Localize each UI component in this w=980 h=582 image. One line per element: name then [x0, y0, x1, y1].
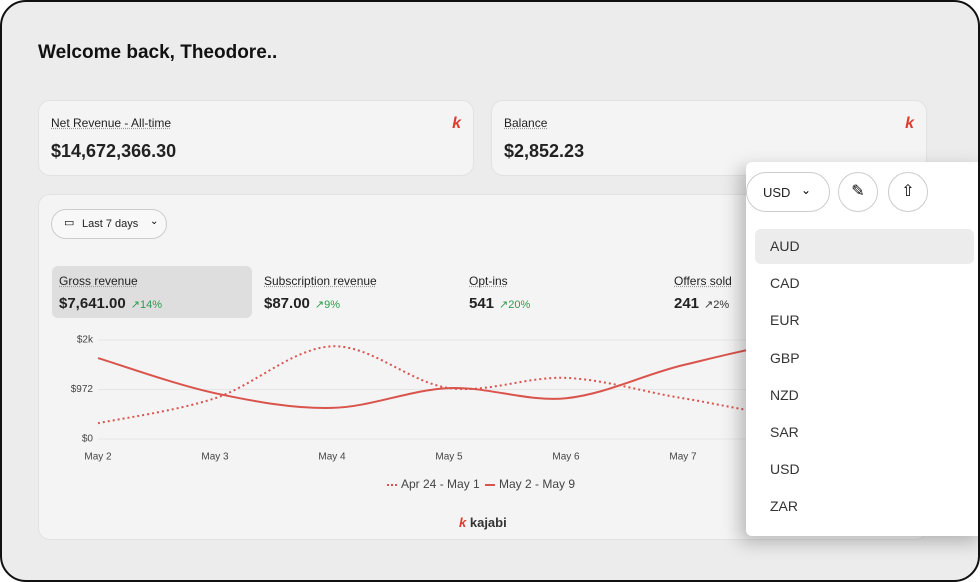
metric-value: 541	[469, 295, 495, 312]
y-tick-label: $0	[82, 434, 94, 445]
metric-label: Offers sold	[674, 274, 732, 288]
x-tick-label: May 3	[201, 452, 229, 463]
currency-option[interactable]: GBP	[770, 349, 800, 366]
date-range-label: Last 7 days	[82, 218, 139, 230]
selected-metric-bg	[52, 266, 252, 318]
logo-icon: k	[452, 115, 461, 132]
metric-value: $7,641.00	[59, 295, 126, 312]
card-label: Net Revenue - All-time	[51, 116, 172, 130]
brand-name: kajabi	[469, 515, 507, 530]
y-tick-label: $972	[71, 384, 94, 395]
metric-row: $7,641.00 ↗14%	[59, 295, 162, 313]
x-tick-label: May 7	[669, 452, 697, 463]
metric-label: Subscription revenue	[264, 274, 377, 288]
currency-option[interactable]: NZD	[770, 386, 799, 403]
metric-label: Opt-ins	[469, 274, 508, 288]
card-value: $14,672,366.30	[51, 141, 177, 161]
revenue-card: Net Revenue - All-time $14,672,366.30 k	[38, 100, 474, 176]
currency-option[interactable]: ZAR	[770, 498, 798, 515]
export-button[interactable]: ⇧	[888, 172, 928, 212]
metric-value: $87.00	[264, 295, 310, 312]
date-range-button[interactable]: Last 7 days ▭ ⌄	[51, 209, 167, 239]
option-highlight	[755, 229, 974, 264]
metric-change: 2%	[713, 299, 730, 311]
trend-icon: ↗	[499, 299, 509, 311]
trend-icon: ↗	[130, 299, 140, 311]
trend-icon: ↗	[704, 299, 714, 311]
legend-label: Apr 24 - May 1	[401, 477, 480, 491]
metric-row: 241 ↗2%	[674, 295, 729, 313]
welcome-title: Welcome back, Theodore..	[38, 42, 278, 63]
metric-label: Gross revenue	[59, 274, 138, 288]
metric-row: 541 ↗20%	[469, 295, 530, 313]
y-tick-label: $2k	[77, 335, 94, 346]
x-tick-label: May 5	[435, 452, 463, 463]
x-tick-label: May 2	[84, 452, 112, 463]
brand: k kajabi	[459, 515, 507, 530]
x-tick-label: May 4	[318, 452, 346, 463]
currency-option[interactable]: USD	[770, 461, 800, 478]
card-value: $2,852.23	[504, 141, 585, 161]
metric-row: $87.00 ↗9%	[264, 295, 340, 313]
currency-option[interactable]: EUR	[770, 312, 800, 329]
trend-icon: ↗	[314, 299, 325, 311]
currency-selected: USD	[763, 185, 791, 200]
calendar-icon: ▭	[64, 217, 75, 229]
metric-value: 241	[674, 295, 700, 312]
legend-label: May 2 - May 9	[499, 477, 575, 491]
metric-change: 9%	[324, 299, 341, 311]
metric-change: 14%	[139, 299, 162, 311]
chevron: ⌄	[150, 216, 159, 227]
card-label: Balance	[504, 116, 548, 130]
currency-option[interactable]: CAD	[770, 275, 800, 292]
currency-button[interactable]: USD ⌄	[746, 172, 830, 212]
balance-card: Balance $2,852.23 k	[491, 100, 927, 176]
currency-option[interactable]: SAR	[770, 424, 799, 440]
currency-menu: USD ⌄ ✎ ⇧ AUD CAD EUR GBP NZD SAR USD ZAR	[746, 162, 978, 536]
currency-option[interactable]: AUD	[770, 238, 800, 254]
x-tick-label: May 6	[552, 452, 580, 463]
edit-button[interactable]: ✎	[838, 172, 878, 212]
series-line	[97, 345, 918, 425]
metric-change: 20%	[508, 299, 531, 311]
logo-icon: k	[905, 115, 914, 132]
chevron: ⌄	[801, 183, 812, 197]
